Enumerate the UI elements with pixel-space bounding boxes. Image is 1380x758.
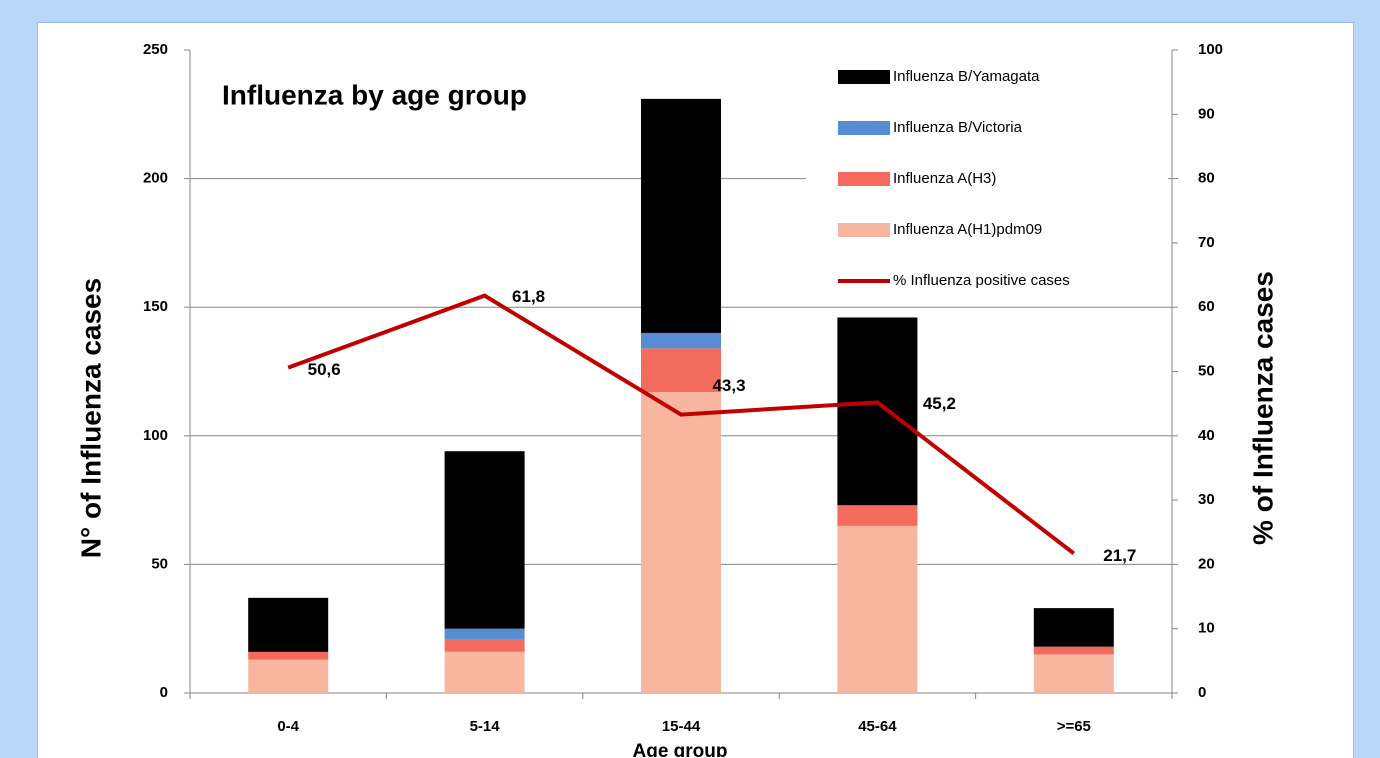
x-tick-label: 15-44 [662,718,701,735]
y2-tick-label: 60 [1198,298,1215,315]
y2-tick-label: 50 [1198,362,1215,379]
bar-segment [641,392,721,693]
legend-swatch [838,121,890,135]
legend-swatch [838,172,890,186]
bar-segment [444,651,525,693]
y2-axis-title: % of Influenza cases [1247,271,1278,545]
line [287,293,1076,556]
y2-tick-label: 90 [1198,105,1215,122]
legend: Influenza B/Yamagata Influenza B/Victoria… [806,50,1168,304]
x-tick-label: 0-4 [277,718,299,735]
y-tick-label: 250 [143,41,168,58]
y2-tick-label: 80 [1198,170,1215,187]
bar-segment [641,348,721,393]
bar-segment [1033,654,1114,693]
data-label: 43,3 [712,376,745,395]
legend-label: % Influenza positive cases [893,272,1070,289]
bar-segment [641,98,721,333]
legend-label: Influenza B/Victoria [893,119,1023,136]
y2-tick-label: 20 [1198,555,1215,572]
bar-segment [444,451,525,629]
y-axis-title: N° of Influenza cases [75,278,106,558]
y2-tick-label: 70 [1198,234,1215,251]
y2-tick-label: 30 [1198,491,1215,508]
bar-segment [837,505,918,526]
x-axis-title: Age group [633,741,728,757]
legend-swatch [838,223,890,237]
bar-segment [248,651,329,660]
data-label: 61,8 [512,287,545,306]
y2-tick-label: 0 [1198,684,1206,701]
legend-label: Influenza A(H3) [893,170,996,187]
x-tick-label: >=65 [1057,718,1091,735]
bar-segment [1033,608,1114,647]
y2-tick-label: 100 [1198,41,1223,58]
y-tick-label: 50 [151,555,168,572]
legend-swatch [838,70,890,84]
chart-title: Influenza by age group [222,79,527,110]
bar-segment [641,332,721,349]
y-tick-label: 150 [143,298,168,315]
y-tick-label: 200 [143,170,168,187]
legend-label: Influenza B/Yamagata [893,68,1040,85]
bar-segment [1033,646,1114,655]
bar-segment [837,525,918,693]
bar-segment [444,638,525,652]
x-tick-label: 5-14 [470,718,501,735]
y2-tick-label: 40 [1198,427,1215,444]
data-label: 45,2 [923,394,956,413]
bar-segment [248,597,329,652]
data-label: 21,7 [1103,546,1136,565]
y-tick-label: 100 [143,427,168,444]
y2-tick-label: 10 [1198,620,1215,637]
data-label: 50,6 [308,360,341,379]
x-tick-label: 45-64 [858,718,897,735]
bar-segment [837,317,918,506]
legend-label: Influenza A(H1)pdm09 [893,221,1042,238]
y-tick-label: 0 [160,684,168,701]
bar-segment [248,659,329,693]
bar-segment [444,628,525,639]
